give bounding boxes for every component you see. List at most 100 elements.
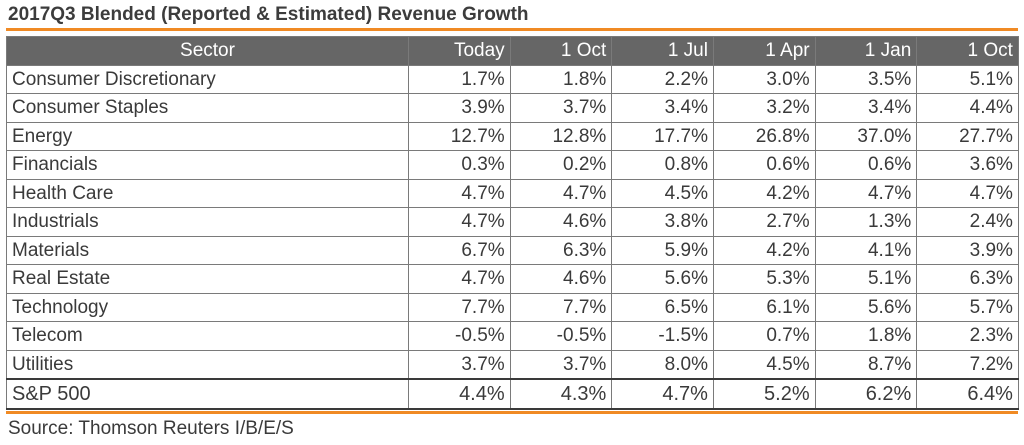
sector-name-cell: Consumer Discretionary — [6, 64, 409, 94]
growth-value-cell: 4.7% — [814, 178, 918, 208]
growth-value-cell: 6.3% — [509, 235, 613, 265]
growth-value-cell: 3.8% — [611, 207, 714, 237]
total-row: S&P 500 4.4% 4.3% 4.7% 5.2% 6.2% 6.4% — [6, 378, 1019, 410]
growth-value-cell: 3.7% — [509, 349, 613, 380]
growth-value-cell: 0.3% — [408, 150, 511, 180]
table-row: Health Care 4.7% 4.7% 4.5% 4.2% 4.7% 4.7% — [6, 178, 1019, 208]
table-row: Energy 12.7% 12.8% 17.7% 26.8% 37.0% 27.7% — [6, 121, 1019, 151]
growth-value-cell: 4.6% — [509, 264, 613, 294]
growth-value-cell: 3.0% — [712, 64, 816, 94]
table-row: Telecom -0.5% -0.5% -1.5% 0.7% 1.8% 2.3% — [6, 321, 1019, 351]
growth-value-cell: 2.2% — [611, 64, 714, 94]
column-header-1-apr: 1 Apr — [712, 36, 816, 66]
growth-value-cell: 4.7% — [408, 264, 511, 294]
growth-value-cell: 4.7% — [916, 178, 1019, 208]
growth-value-cell: 3.5% — [814, 64, 918, 94]
growth-value-cell: 26.8% — [712, 121, 816, 151]
growth-value-cell: 5.3% — [712, 264, 816, 294]
table-row: Technology 7.7% 7.7% 6.5% 6.1% 5.6% 5.7% — [6, 292, 1019, 322]
growth-value-cell: 0.8% — [611, 150, 714, 180]
sector-name-cell: S&P 500 — [6, 378, 409, 410]
growth-value-cell: 0.6% — [712, 150, 816, 180]
growth-value-cell: 1.7% — [408, 64, 511, 94]
table-row: Utilities 3.7% 3.7% 8.0% 4.5% 8.7% 7.2% — [6, 349, 1019, 380]
table-body: Consumer Discretionary 1.7% 1.8% 2.2% 3.0% 3.… — [6, 64, 1019, 410]
revenue-growth-table: Sector Today 1 Oct 1 Jul 1 Apr 1 Jan 1 O… — [6, 36, 1019, 410]
growth-value-cell: 0.2% — [509, 150, 613, 180]
growth-value-cell: 4.7% — [509, 178, 613, 208]
growth-value-cell: 2.4% — [916, 207, 1019, 237]
growth-value-cell: 6.4% — [916, 378, 1019, 410]
growth-value-cell: 3.7% — [509, 93, 613, 123]
column-header-1-jul: 1 Jul — [611, 36, 714, 66]
table-row: Consumer Staples 3.9% 3.7% 3.4% 3.2% 3.4% 4.4% — [6, 93, 1019, 123]
growth-value-cell: 4.2% — [712, 178, 816, 208]
sector-name-cell: Energy — [6, 121, 409, 151]
growth-value-cell: 5.7% — [916, 292, 1019, 322]
growth-value-cell: 8.0% — [611, 349, 714, 380]
sector-name-cell: Financials — [6, 150, 409, 180]
growth-value-cell: 1.8% — [509, 64, 613, 94]
growth-value-cell: 2.7% — [712, 207, 816, 237]
growth-value-cell: 5.6% — [611, 264, 714, 294]
header-row: Sector Today 1 Oct 1 Jul 1 Apr 1 Jan 1 O… — [6, 36, 1019, 66]
growth-value-cell: 7.7% — [408, 292, 511, 322]
growth-value-cell: 37.0% — [814, 121, 918, 151]
growth-value-cell: 6.7% — [408, 235, 511, 265]
growth-value-cell: 4.4% — [408, 378, 511, 410]
table-row: Industrials 4.7% 4.6% 3.8% 2.7% 1.3% 2.4% — [6, 207, 1019, 237]
growth-value-cell: 17.7% — [611, 121, 714, 151]
growth-value-cell: 4.5% — [712, 349, 816, 380]
growth-value-cell: 3.7% — [408, 349, 511, 380]
growth-value-cell: 5.2% — [712, 378, 816, 410]
growth-value-cell: 5.1% — [916, 64, 1019, 94]
growth-value-cell: 2.3% — [916, 321, 1019, 351]
sector-name-cell: Materials — [6, 235, 409, 265]
growth-value-cell: 4.6% — [509, 207, 613, 237]
growth-value-cell: 3.2% — [712, 93, 816, 123]
growth-value-cell: 3.9% — [916, 235, 1019, 265]
growth-value-cell: 4.2% — [712, 235, 816, 265]
growth-value-cell: 6.1% — [712, 292, 816, 322]
growth-value-cell: -0.5% — [408, 321, 511, 351]
column-header-1-oct: 1 Oct — [509, 36, 613, 66]
growth-value-cell: 4.7% — [611, 378, 714, 410]
column-header-1-jan: 1 Jan — [814, 36, 918, 66]
growth-value-cell: -0.5% — [509, 321, 613, 351]
growth-value-cell: 4.3% — [509, 378, 613, 410]
column-header-today: Today — [408, 36, 511, 66]
table-row: Materials 6.7% 6.3% 5.9% 4.2% 4.1% 3.9% — [6, 235, 1019, 265]
growth-value-cell: 4.5% — [611, 178, 714, 208]
table-row: Financials 0.3% 0.2% 0.8% 0.6% 0.6% 3.6% — [6, 150, 1019, 180]
growth-value-cell: 7.2% — [916, 349, 1019, 380]
growth-value-cell: 5.9% — [611, 235, 714, 265]
source-note: Source: Thomson Reuters I/B/E/S — [8, 418, 294, 439]
table-title: 2017Q3 Blended (Reported & Estimated) Re… — [8, 4, 529, 25]
growth-value-cell: 3.6% — [916, 150, 1019, 180]
sector-name-cell: Utilities — [6, 349, 409, 380]
sector-name-cell: Consumer Staples — [6, 93, 409, 123]
growth-value-cell: 1.8% — [814, 321, 918, 351]
top-accent-rule — [6, 28, 1018, 31]
growth-value-cell: 3.9% — [408, 93, 511, 123]
sector-name-cell: Technology — [6, 292, 409, 322]
growth-value-cell: 6.2% — [814, 378, 918, 410]
growth-value-cell: 3.4% — [814, 93, 918, 123]
column-header-1-oct-prior: 1 Oct — [916, 36, 1019, 66]
growth-value-cell: 6.5% — [611, 292, 714, 322]
sector-name-cell: Health Care — [6, 178, 409, 208]
sector-name-cell: Industrials — [6, 207, 409, 237]
column-header-sector: Sector — [6, 36, 409, 66]
growth-value-cell: 0.7% — [712, 321, 816, 351]
growth-value-cell: 7.7% — [509, 292, 613, 322]
table-row: Consumer Discretionary 1.7% 1.8% 2.2% 3.0% 3.… — [6, 64, 1019, 94]
growth-value-cell: 6.3% — [916, 264, 1019, 294]
growth-value-cell: 8.7% — [814, 349, 918, 380]
table-row: Real Estate 4.7% 4.6% 5.6% 5.3% 5.1% 6.3% — [6, 264, 1019, 294]
sector-name-cell: Real Estate — [6, 264, 409, 294]
growth-value-cell: 4.7% — [408, 207, 511, 237]
growth-value-cell: 12.8% — [509, 121, 613, 151]
growth-value-cell: 27.7% — [916, 121, 1019, 151]
growth-value-cell: 12.7% — [408, 121, 511, 151]
growth-value-cell: 4.1% — [814, 235, 918, 265]
